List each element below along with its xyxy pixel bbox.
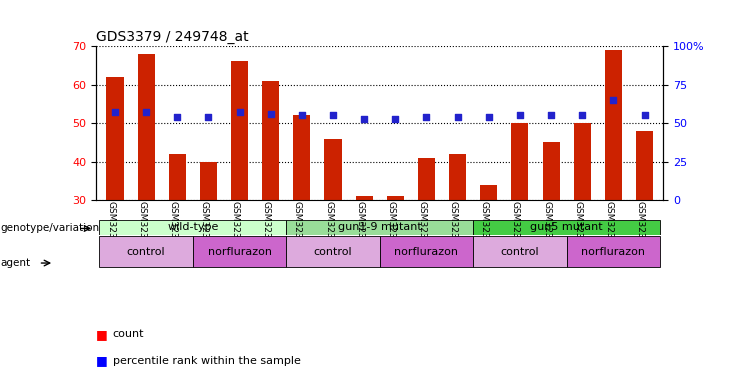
Point <box>140 109 152 116</box>
Text: GSM323076: GSM323076 <box>137 201 146 256</box>
Text: GSM323079: GSM323079 <box>230 201 239 256</box>
Bar <box>262 81 279 200</box>
Bar <box>293 116 310 200</box>
Text: GSM323084: GSM323084 <box>386 201 396 256</box>
Text: GSM323083: GSM323083 <box>355 201 364 256</box>
Point <box>452 114 464 120</box>
Bar <box>480 185 497 200</box>
Text: control: control <box>313 247 353 257</box>
Text: GSM323080: GSM323080 <box>262 201 270 256</box>
Bar <box>193 236 286 267</box>
Text: GSM323081: GSM323081 <box>293 201 302 256</box>
Point <box>639 113 651 119</box>
Text: norflurazon: norflurazon <box>207 247 272 257</box>
Text: ■: ■ <box>96 354 108 367</box>
Text: GSM323089: GSM323089 <box>542 201 551 256</box>
Point <box>545 113 557 119</box>
Text: norflurazon: norflurazon <box>582 247 645 257</box>
Text: GSM323075: GSM323075 <box>106 201 115 256</box>
Text: GSM323086: GSM323086 <box>448 201 458 256</box>
Text: gun5 mutant: gun5 mutant <box>531 222 603 232</box>
Point <box>296 113 308 119</box>
Bar <box>99 236 193 267</box>
Bar <box>231 61 248 200</box>
Text: GSM323092: GSM323092 <box>636 201 645 256</box>
Text: agent: agent <box>1 258 31 268</box>
Point <box>233 109 245 116</box>
Bar <box>286 220 473 235</box>
Point <box>202 114 214 120</box>
Point <box>265 111 276 117</box>
Text: count: count <box>113 329 144 339</box>
Bar <box>138 54 155 200</box>
Bar <box>511 123 528 200</box>
Bar <box>567 236 660 267</box>
Text: GSM323087: GSM323087 <box>479 201 489 256</box>
Text: GSM323082: GSM323082 <box>324 201 333 256</box>
Text: GSM323091: GSM323091 <box>605 201 614 256</box>
Bar <box>325 139 342 200</box>
Text: norflurazon: norflurazon <box>394 247 459 257</box>
Bar <box>387 197 404 200</box>
Text: ■: ■ <box>96 328 108 341</box>
Text: GSM323090: GSM323090 <box>574 201 582 256</box>
Bar <box>542 142 559 200</box>
Text: genotype/variation: genotype/variation <box>1 223 100 233</box>
Bar <box>636 131 653 200</box>
Bar <box>99 220 286 235</box>
Text: gun1-9 mutant: gun1-9 mutant <box>338 222 422 232</box>
Text: control: control <box>127 247 165 257</box>
Text: percentile rank within the sample: percentile rank within the sample <box>113 356 301 366</box>
Bar <box>286 236 379 267</box>
Bar <box>379 236 473 267</box>
Bar <box>574 123 591 200</box>
Point <box>483 114 495 120</box>
Text: GSM323078: GSM323078 <box>199 201 208 256</box>
Text: wild-type: wild-type <box>167 222 219 232</box>
Bar <box>473 220 660 235</box>
Bar <box>356 197 373 200</box>
Point <box>358 116 370 122</box>
Point <box>576 113 588 119</box>
Text: GDS3379 / 249748_at: GDS3379 / 249748_at <box>96 30 249 44</box>
Text: GSM323085: GSM323085 <box>417 201 427 256</box>
Bar <box>605 50 622 200</box>
Text: GSM323088: GSM323088 <box>511 201 520 256</box>
Point <box>608 97 619 103</box>
Point <box>327 113 339 119</box>
Point <box>171 114 183 120</box>
Bar <box>107 77 124 200</box>
Point <box>514 113 526 119</box>
Bar <box>418 158 435 200</box>
Bar <box>169 154 186 200</box>
Point <box>390 116 402 122</box>
Bar <box>473 236 567 267</box>
Bar <box>449 154 466 200</box>
Point <box>109 109 121 116</box>
Text: GSM323077: GSM323077 <box>168 201 177 256</box>
Bar <box>200 162 217 200</box>
Text: control: control <box>501 247 539 257</box>
Point <box>421 114 433 120</box>
